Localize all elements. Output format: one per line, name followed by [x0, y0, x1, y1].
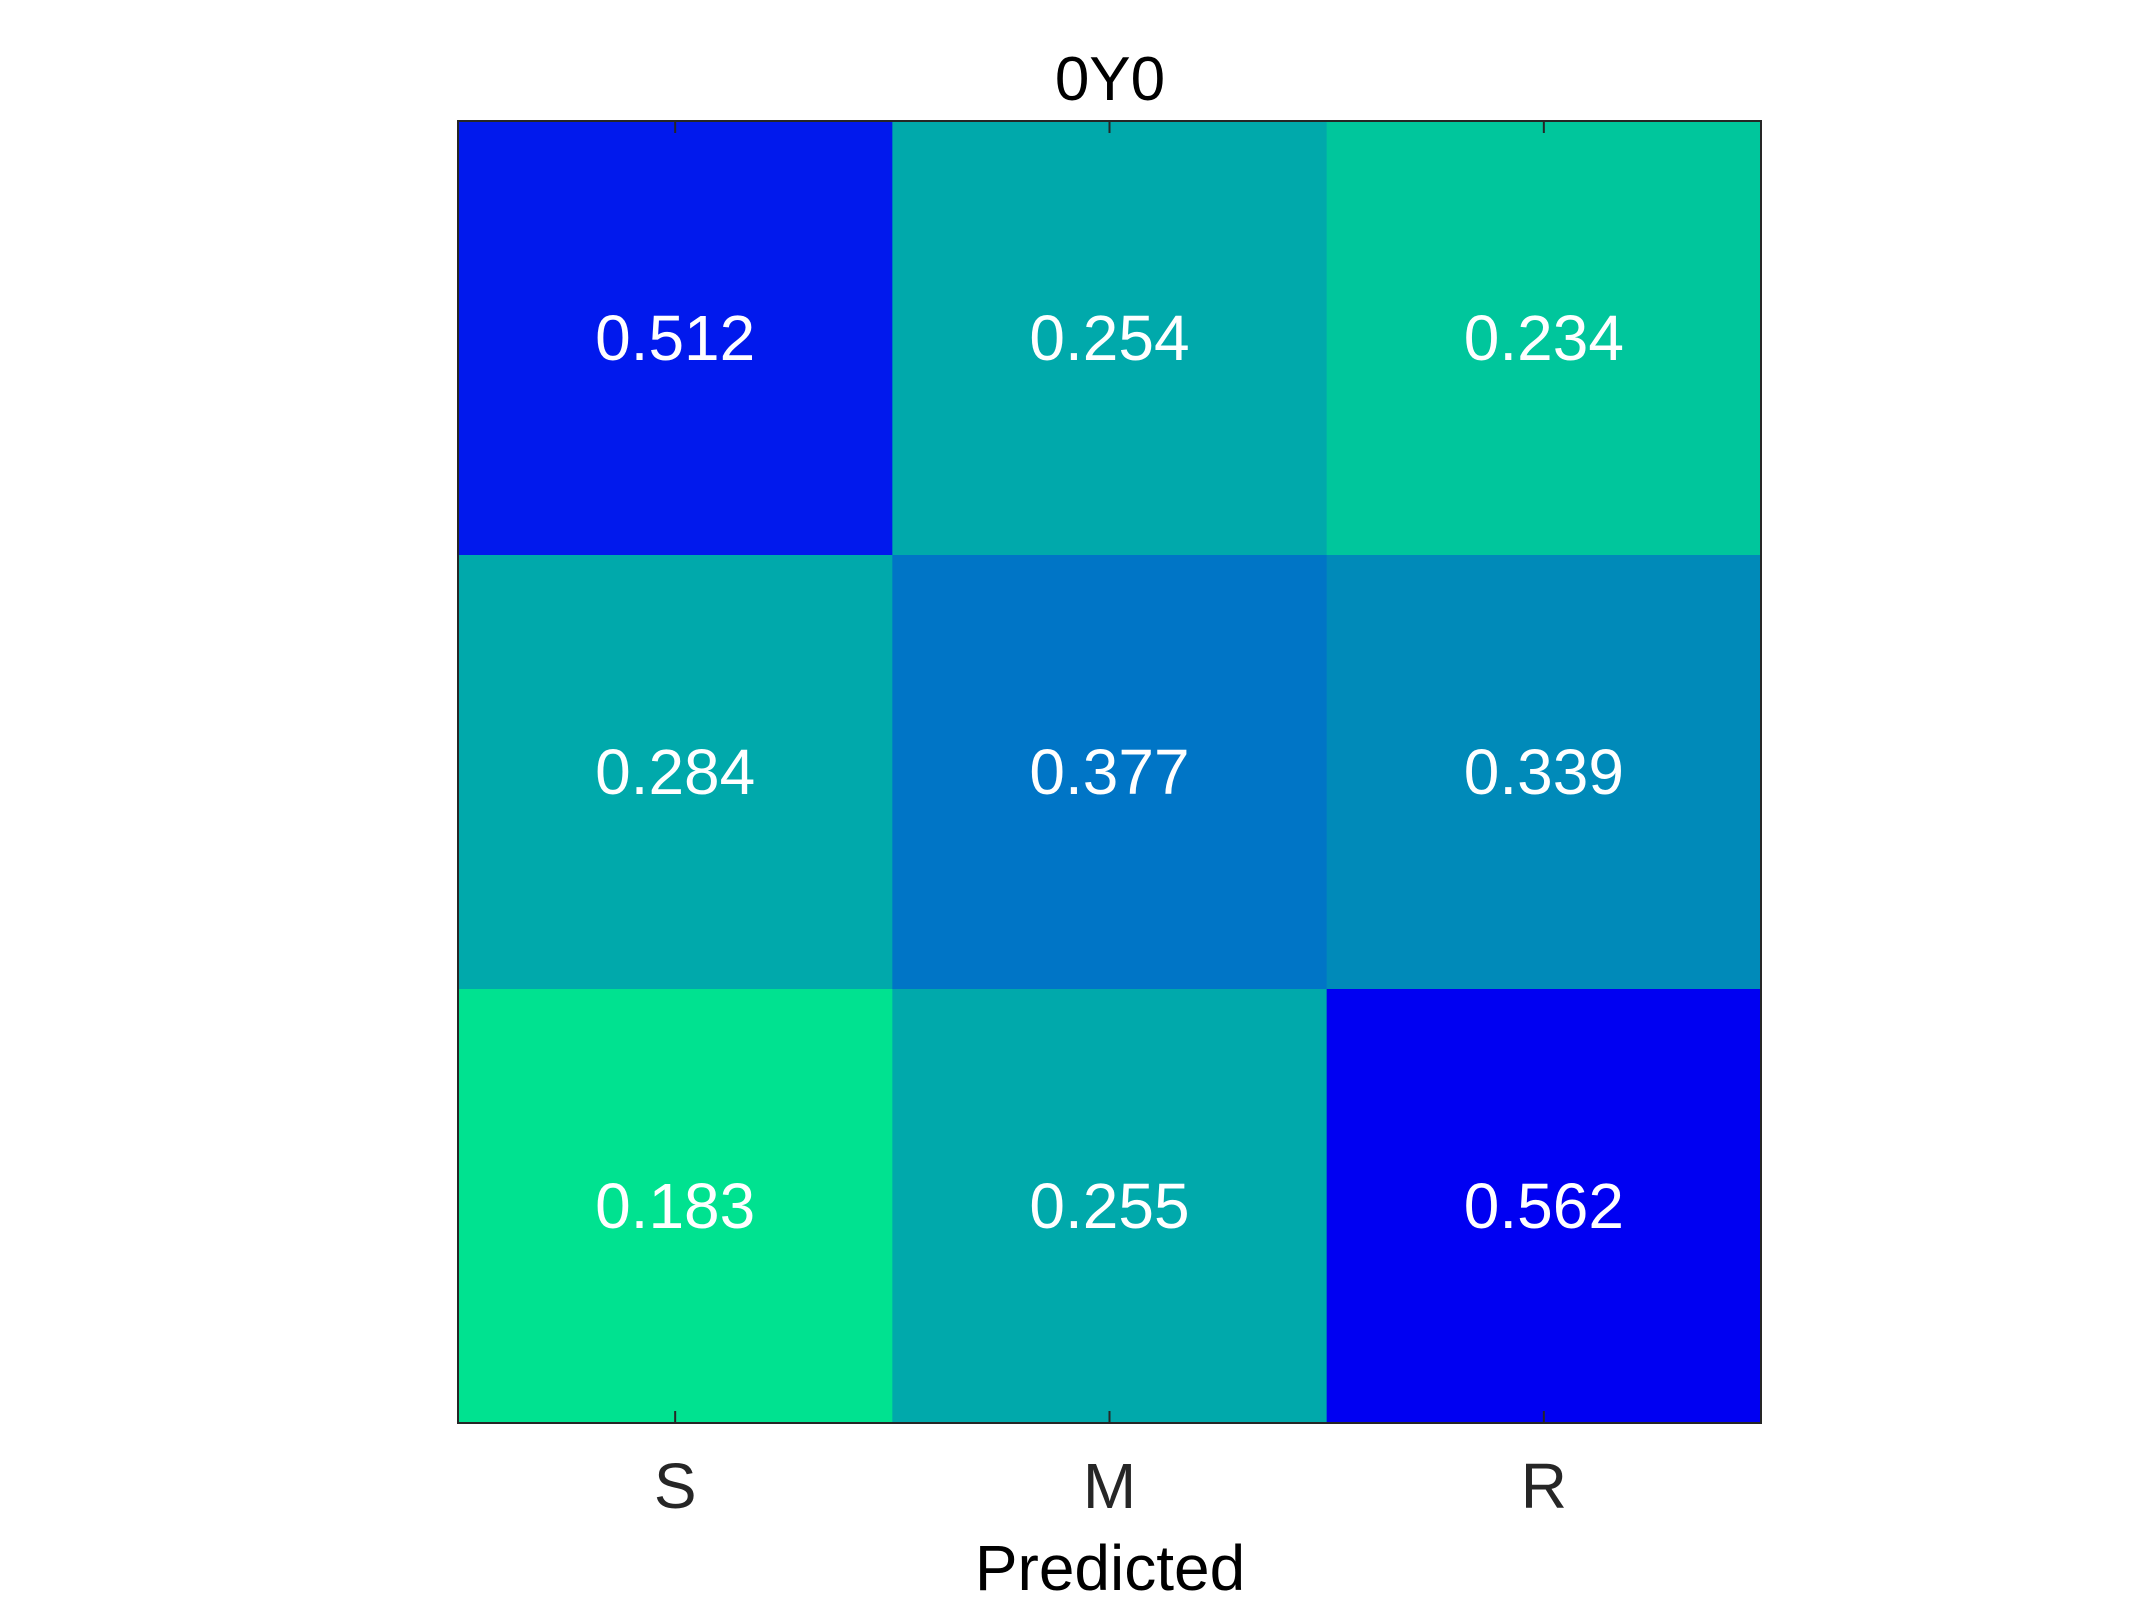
- cell-value-label: 0.377: [1029, 736, 1189, 808]
- heatmap-cell: [1326, 121, 1762, 556]
- cell-value-label: 0.255: [1029, 1170, 1189, 1242]
- heatmap-cells: [458, 121, 1762, 1424]
- heatmap-cell: [1326, 989, 1762, 1424]
- x-tick-label: R: [1521, 1450, 1567, 1522]
- x-tick-label: M: [1083, 1450, 1136, 1522]
- chart-title: 0Y0: [1055, 45, 1165, 114]
- cell-value-label: 0.234: [1464, 302, 1624, 374]
- heatmap-cell: [458, 555, 893, 990]
- cell-value-label: 0.183: [595, 1170, 755, 1242]
- heatmap-cell: [458, 121, 893, 556]
- heatmap-cell: [892, 989, 1328, 1424]
- cell-value-label: 0.254: [1029, 302, 1189, 374]
- cell-value-label: 0.284: [595, 736, 755, 808]
- cell-value-label: 0.339: [1464, 736, 1624, 808]
- heatmap-cell: [892, 555, 1328, 990]
- heatmap-cell: [892, 121, 1328, 556]
- cell-value-label: 0.562: [1464, 1170, 1624, 1242]
- x-tick-label: S: [654, 1450, 697, 1522]
- heatmap-cell: [458, 989, 893, 1424]
- heatmap-cell-labels: 0.512 0.254 0.234 0.284 0.377 0.339 0.183 0.255…: [595, 302, 1624, 1242]
- x-axis-title: Predicted: [975, 1532, 1245, 1600]
- heatmap-cell: [1326, 555, 1762, 990]
- cell-value-label: 0.512: [595, 302, 755, 374]
- x-axis-ticks: [674, 121, 1545, 1423]
